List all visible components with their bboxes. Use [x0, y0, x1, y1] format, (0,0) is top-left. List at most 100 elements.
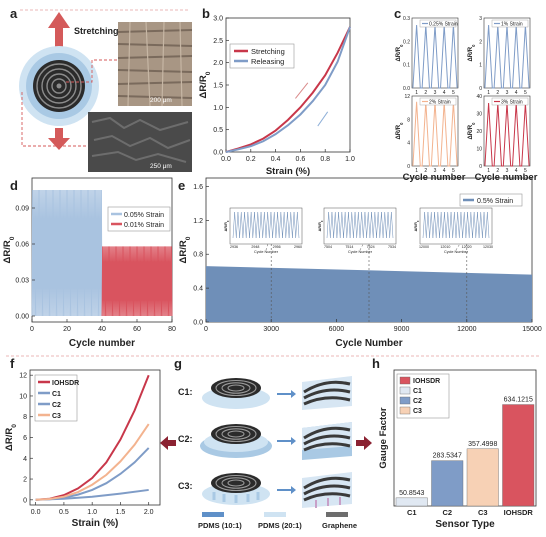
- panel-letter-a: a: [10, 6, 18, 21]
- stretch-arrow-up-icon: [48, 12, 70, 50]
- y-tick-label: 1.0: [213, 105, 223, 112]
- inset-x-tick-label: 7534: [388, 245, 396, 249]
- scale-bar-bottom-label: 250 μm: [150, 163, 172, 170]
- legend-box: [459, 193, 523, 207]
- y-axis-label: Gauge Factor: [378, 407, 389, 469]
- inset-series-line: [232, 211, 300, 239]
- y-tick-label: 0.09: [15, 206, 29, 213]
- legend-swatch: [399, 396, 411, 405]
- row-c1: [202, 376, 352, 410]
- y-tick-label: 8: [23, 414, 27, 421]
- y-axis-label: ΔR/R0: [224, 220, 230, 231]
- cycle-series-line: [484, 24, 530, 89]
- x-tick-label: 1: [415, 168, 418, 174]
- x-tick-label: 1: [487, 90, 490, 96]
- x-tick-label: 4: [515, 90, 518, 96]
- y-tick-label: 0: [23, 497, 27, 504]
- y-axis-label: ΔR/R0: [2, 236, 16, 263]
- panel-h-chart: 50.8543 C1 283.5347 C2 357.4998 C3 634.1215 IOH…: [378, 369, 537, 530]
- bar-c2: [431, 460, 464, 507]
- y-tick-label: 6: [23, 435, 27, 442]
- y-axis-label: ΔR/R0: [178, 236, 192, 263]
- cycle-series-line: [412, 24, 458, 89]
- series-line-stretching: [225, 26, 351, 153]
- row-label-c2: C2:: [178, 434, 193, 444]
- legend-box: [229, 43, 295, 69]
- inset-x-axis-label: Cycle Number: [254, 250, 279, 254]
- legend-label-stretching: Stretching: [251, 47, 285, 56]
- y-tick-label: 4: [407, 141, 410, 147]
- series-area: [206, 266, 532, 322]
- inset-x-tick-label: 12030: [483, 245, 493, 249]
- x-tick-label: 2.0: [144, 509, 154, 516]
- inset-series-line: [422, 211, 490, 239]
- inset-x-tick-label: 2960: [294, 245, 302, 249]
- inset-series-line: [326, 211, 394, 239]
- x-tick-label: 3: [434, 90, 437, 96]
- y-tick-label: 2.0: [213, 60, 223, 67]
- series-line: [101, 246, 173, 317]
- x-tick-label: 0.4: [271, 156, 281, 163]
- x-tick-label: 4: [443, 90, 446, 96]
- x-tick-label: 5: [452, 90, 455, 96]
- panel-letter-b: b: [202, 6, 210, 21]
- panel-letter-f: f: [10, 356, 15, 371]
- panel-d-chart: 0 20 40 60 80 0.00 0.03 0.06 0.09 Cycle number ΔR/…: [2, 177, 176, 349]
- x-tick-label: 4: [515, 168, 518, 174]
- series-line-c3: [35, 423, 150, 501]
- row-c3: [202, 472, 352, 508]
- legend-label: IOHSDR: [413, 378, 440, 385]
- y-tick-label: 1.6: [193, 184, 203, 191]
- x-tick-label: 2: [424, 168, 427, 174]
- legend-label-releasing: Releasing: [251, 57, 284, 66]
- bar-c3: [466, 448, 499, 507]
- y-tick-label: 10: [19, 393, 27, 400]
- legend-label-iohsdr: IOHSDR: [52, 380, 79, 387]
- arrow-left-icon: [160, 436, 176, 450]
- legend-label-c1: C1: [52, 391, 61, 398]
- x-tick-label: 40: [98, 326, 106, 333]
- flow-arrow-c2-icon: [277, 437, 296, 445]
- stretch-arrow-down-icon: [48, 128, 70, 150]
- x-tick-label: 3000: [263, 326, 279, 333]
- panel-g-schematic: C1: C2: C3:: [160, 376, 372, 530]
- inset-x-tick-label: 2948: [251, 245, 259, 249]
- panel-letter-c: c: [394, 6, 401, 21]
- arrow-right-icon: [356, 436, 372, 450]
- flow-arrow-c3-icon: [277, 486, 296, 494]
- x-tick-label: 5: [524, 168, 527, 174]
- scale-bar-top-label: 200 μm: [150, 97, 172, 104]
- subplot-frame: [411, 95, 459, 167]
- y-tick-label: 10: [476, 147, 482, 153]
- bar-value-label: 357.4998: [468, 441, 497, 448]
- subplot-frame: [411, 17, 459, 89]
- x-tick-label: 80: [168, 326, 176, 333]
- inset-x-axis-label: Cycle Number: [348, 250, 373, 254]
- y-tick-label: 1: [479, 63, 482, 69]
- x-tick-label: 0.5: [59, 509, 69, 516]
- legend-label-c3: C3: [52, 413, 61, 420]
- row-label-c1: C1:: [178, 387, 193, 397]
- legend-swatch: [399, 376, 411, 385]
- x-axis-label: Sensor Type: [435, 519, 495, 530]
- inset-frame: [229, 207, 303, 245]
- legend-label: 0.01% Strain: [124, 222, 164, 229]
- x-tick-label: 9000: [394, 326, 410, 333]
- sem-image-bottom: 250 μm: [88, 112, 192, 172]
- y-tick-label: 0.2: [403, 39, 410, 45]
- inset-x-tick-label: 2936: [230, 245, 238, 249]
- y-tick-label: 3.0: [213, 16, 223, 23]
- x-tick-label: C1: [407, 508, 417, 517]
- x-axis-label: Cycle number: [69, 338, 135, 349]
- bar-c1: [395, 497, 428, 507]
- y-axis-label: ΔR/R0: [198, 71, 212, 98]
- y-tick-label: 20: [476, 129, 482, 135]
- y-tick-label: 0.5: [213, 127, 223, 134]
- panel-b-chart: 0.0 0.2 0.4 0.6 0.8 1.0 0.0 0.5 1.0 1.5 2.0 2.5 3.0 S…: [198, 16, 355, 178]
- stretching-label: Stretching: [74, 26, 119, 36]
- y-tick-label: 30: [476, 112, 482, 118]
- up-arrow-icon: [295, 82, 309, 99]
- y-tick-label: 0.0: [403, 86, 410, 92]
- y-tick-label: 0.0: [193, 320, 203, 327]
- inset-x-tick-label: 7504: [324, 245, 332, 249]
